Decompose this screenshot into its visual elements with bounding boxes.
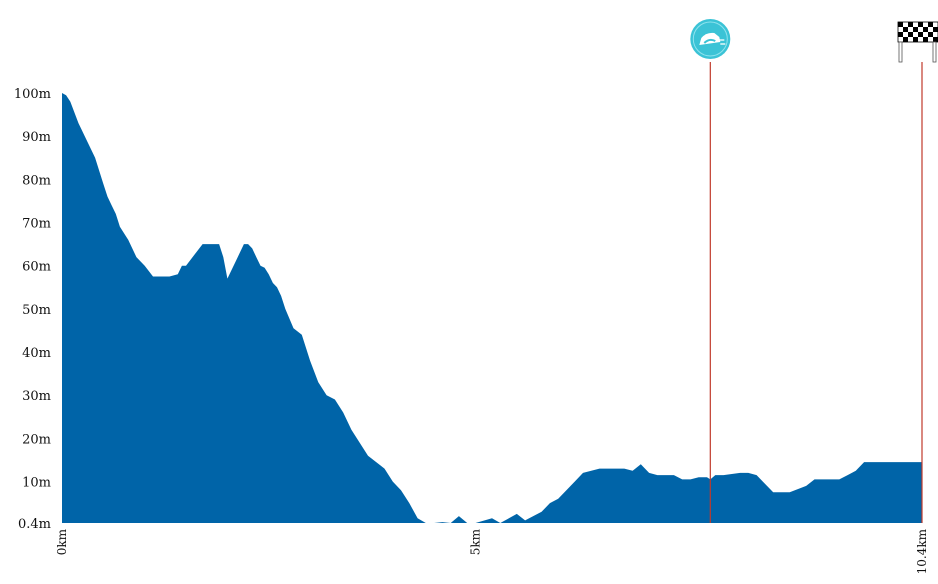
y-tick-label: 20m bbox=[22, 432, 51, 447]
y-tick-label: 100m bbox=[14, 87, 51, 102]
elevation-area bbox=[62, 93, 922, 523]
y-tick-label: 30m bbox=[22, 389, 51, 404]
x-tick-label: 0km bbox=[55, 528, 69, 555]
x-tick-label: 10.4km bbox=[915, 528, 929, 574]
y-tick-label: 60m bbox=[22, 260, 51, 275]
area-layer bbox=[62, 93, 922, 523]
y-tick-label: 70m bbox=[22, 217, 51, 232]
y-axis: 0.4m 10m 20m 30m 40m 50m 60m 70m 80m 90m 100m bbox=[14, 87, 51, 532]
x-axis: 0km 5km 10.4km bbox=[55, 528, 929, 574]
y-tick-label: 0.4m bbox=[18, 517, 51, 532]
y-tick-label: 10m bbox=[22, 476, 51, 491]
y-tick-label: 80m bbox=[22, 173, 51, 188]
y-tick-label: 50m bbox=[22, 303, 51, 318]
x-tick-label: 5km bbox=[469, 528, 483, 555]
y-tick-label: 40m bbox=[22, 346, 51, 361]
y-tick-label: 90m bbox=[22, 130, 51, 145]
sprint-icon bbox=[690, 19, 731, 59]
marker-layer bbox=[690, 19, 938, 523]
finish-flag-icon bbox=[897, 21, 938, 63]
